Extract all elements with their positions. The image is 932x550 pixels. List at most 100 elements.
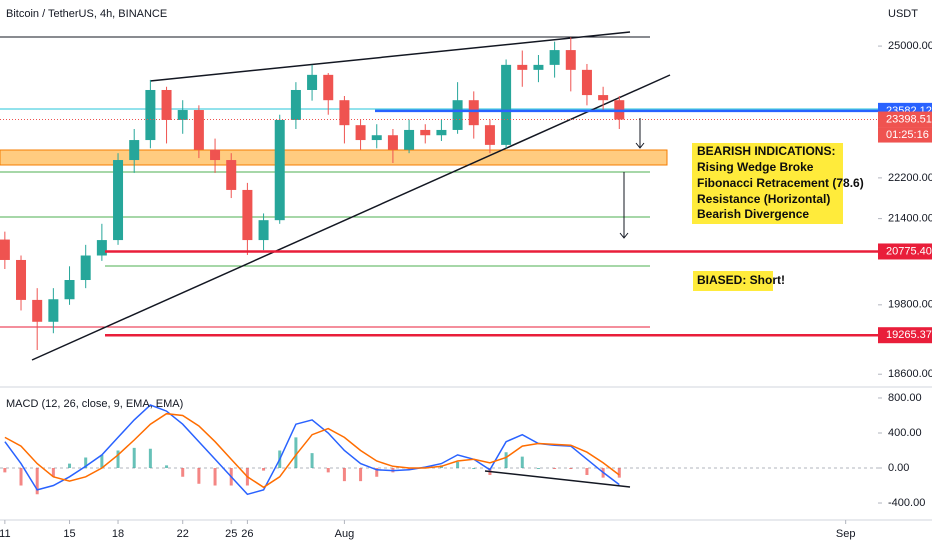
y-tick-label: 22200.00 (888, 172, 932, 184)
candle-body (210, 149, 221, 161)
candle-body (80, 255, 91, 281)
candle-body (420, 129, 431, 136)
histogram-bar (100, 454, 104, 469)
arrow (635, 118, 645, 149)
candle-body (0, 239, 10, 260)
histogram-bar (310, 453, 314, 469)
candle-body (339, 100, 350, 126)
candle-body (323, 74, 334, 101)
candle-body (258, 220, 269, 241)
y-tick-label: 25000.00 (888, 40, 932, 52)
histogram-bar (342, 468, 346, 482)
candle-body (436, 129, 447, 136)
candle-body (387, 135, 398, 150)
candle-body (517, 64, 528, 70)
price-badge-label: 23398.51 (886, 113, 932, 125)
candle-body (129, 140, 140, 161)
countdown-label: 01:25:16 (886, 129, 929, 141)
candle-body (48, 299, 59, 322)
histogram-bar (213, 468, 217, 486)
histogram-bar (569, 468, 573, 470)
candle-body (274, 119, 285, 221)
y-tick-label: 19800.00 (888, 299, 932, 311)
candle-body (32, 299, 43, 322)
candle-body (565, 50, 576, 70)
y-tick-label: 800.00 (888, 392, 922, 404)
candle-body (307, 74, 318, 90)
resistance-zone (0, 149, 668, 166)
price-badge-label: 19265.37 (886, 329, 932, 341)
price-badge (878, 243, 932, 260)
wedge-upper (149, 31, 631, 82)
annotation-text: Bearish Divergence (697, 207, 809, 221)
y-tick-label: 21400.00 (888, 213, 932, 225)
annotation-text: Rising Wedge Broke (697, 160, 814, 174)
y-tick-label: -400.00 (888, 497, 925, 509)
histogram-bar (375, 468, 379, 477)
histogram-bar (84, 457, 88, 469)
histogram-bar (165, 465, 169, 469)
candle-body (145, 89, 156, 141)
candle-body (581, 69, 592, 96)
histogram-bar (68, 463, 72, 469)
histogram-bar (35, 468, 39, 495)
candle-body (549, 50, 560, 65)
histogram-bar (472, 468, 476, 470)
candle-body (355, 125, 366, 141)
histogram-bar (520, 456, 524, 469)
annotation-box (692, 143, 843, 224)
histogram-bar (617, 468, 621, 478)
price-badge (878, 111, 932, 128)
y-tick-label: 400.00 (888, 427, 922, 439)
x-tick-label: 25 (225, 528, 237, 540)
histogram-bar (197, 468, 201, 484)
y-tick-label: 0.00 (888, 462, 909, 474)
histogram-bar (294, 437, 298, 469)
candle-body (161, 89, 172, 120)
histogram-bar (51, 468, 55, 477)
histogram-bar (262, 468, 266, 471)
candle-body (290, 89, 301, 120)
candle-body (533, 64, 544, 70)
candle-body (96, 240, 107, 256)
y-tick-label: 18600.00 (888, 368, 932, 380)
histogram-bar (19, 468, 23, 486)
histogram-bar (359, 468, 363, 482)
histogram-bar (456, 461, 460, 469)
divergence-line (484, 470, 631, 488)
bias-text: BIASED: Short! (697, 273, 785, 287)
histogram-bar (536, 468, 540, 470)
countdown-badge (878, 127, 932, 143)
candle-body (404, 129, 415, 150)
candle-body (113, 160, 124, 241)
chart-title: Bitcoin / TetherUS, 4h, BINANCE (6, 8, 167, 20)
price-badge-label: 20775.40 (886, 245, 932, 257)
wedge-lower (31, 74, 671, 361)
histogram-bar (116, 450, 120, 469)
candle-body (226, 160, 237, 190)
candle-body (468, 100, 479, 126)
price-badge (878, 327, 932, 344)
candle-body (193, 110, 204, 150)
bias-box (693, 271, 773, 291)
histogram-bar (132, 447, 136, 469)
candle-body (598, 95, 609, 101)
x-tick-label: 15 (63, 528, 75, 540)
annotation-text: BEARISH INDICATIONS: (697, 144, 835, 158)
histogram-bar (326, 468, 330, 473)
x-tick-label: 18 (112, 528, 124, 540)
candle-body (64, 280, 75, 300)
macd-line (4, 412, 620, 489)
histogram-bar (3, 468, 7, 473)
x-tick-label: 11 (0, 528, 11, 540)
histogram-bar (585, 468, 589, 476)
macd-title: MACD (12, 26, close, 9, EMA, EMA) (6, 398, 183, 410)
x-tick-label: 22 (177, 528, 189, 540)
histogram-bar (553, 468, 557, 470)
x-tick-label: Aug (335, 528, 355, 540)
arrow (619, 172, 629, 239)
annotation-text: Fibonacci Retracement (78.6) (697, 176, 864, 190)
candle-body (16, 259, 27, 300)
